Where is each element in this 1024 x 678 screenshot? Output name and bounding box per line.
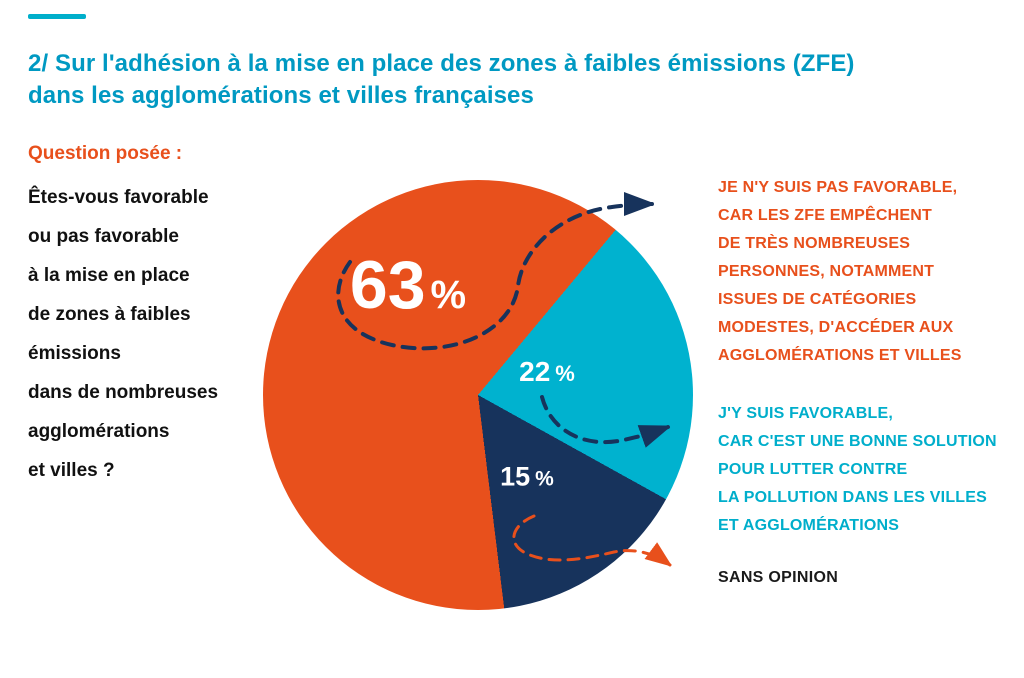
accent-rule xyxy=(28,14,86,19)
pie-chart: 63% 22% 15% xyxy=(263,180,693,610)
annotation-sans-opinion: SANS OPINION xyxy=(718,569,839,586)
pie-slice-unit: % xyxy=(555,361,575,386)
question-line: dans de nombreuses xyxy=(28,382,219,403)
pie-slice-value: 15 xyxy=(500,461,531,492)
page-title-line1: 2/ Sur l'adhésion à la mise en place des… xyxy=(28,50,855,77)
pie-slice-unit: % xyxy=(535,467,554,491)
pie-slice-unit: % xyxy=(430,273,467,317)
pie-slice-label-pas-favorable: 63% xyxy=(350,246,466,324)
question-label: Question posée : xyxy=(28,143,183,164)
question-line: de zones à faibles xyxy=(28,304,191,325)
page-title: 2/ Sur l'adhésion à la mise en place des… xyxy=(28,48,988,112)
annotation-line: ET AGGLOMÉRATIONS xyxy=(718,517,900,534)
annotation-line: LA POLLUTION DANS LES VILLES xyxy=(718,489,988,506)
pie-slice-label-sans-opinion: 15% xyxy=(500,462,554,493)
annotation-line: CAR C'EST UNE BONNE SOLUTION xyxy=(718,433,997,450)
annotation-line: MODESTES, D'ACCÉDER AUX xyxy=(718,319,954,336)
pie-slice-label-favorable: 22% xyxy=(519,356,575,388)
question-line: émissions xyxy=(28,343,121,364)
annotation-line: DE TRÈS NOMBREUSES xyxy=(718,235,911,252)
annotation-line: PERSONNES, NOTAMMENT xyxy=(718,263,935,280)
question-line: Êtes-vous favorable xyxy=(28,187,209,208)
annotation-line: ISSUES DE CATÉGORIES xyxy=(718,291,917,308)
question-line: agglomérations xyxy=(28,421,170,442)
question-line: ou pas favorable xyxy=(28,226,179,247)
annotation-line: AGGLOMÉRATIONS ET VILLES xyxy=(718,347,962,364)
annotation-not-favorable: JE N'Y SUIS PAS FAVORABLE, CAR LES ZFE E… xyxy=(718,174,1010,370)
question-text: Êtes-vous favorable ou pas favorable à l… xyxy=(28,178,263,490)
question-line: à la mise en place xyxy=(28,265,190,286)
pie-slice-value: 63 xyxy=(349,247,426,323)
annotation-line: POUR LUTTER CONTRE xyxy=(718,461,908,478)
annotation-line: J'Y SUIS FAVORABLE, xyxy=(718,405,894,422)
pie-slice-value: 22 xyxy=(519,356,551,387)
page-title-line2: dans les agglomérations et villes frança… xyxy=(28,82,534,109)
annotation-line: CAR LES ZFE EMPÊCHENT xyxy=(718,207,932,224)
question-line: et villes ? xyxy=(28,460,115,481)
annotation-line: JE N'Y SUIS PAS FAVORABLE, xyxy=(718,179,958,196)
annotation-favorable: J'Y SUIS FAVORABLE, CAR C'EST UNE BONNE … xyxy=(718,400,1010,540)
